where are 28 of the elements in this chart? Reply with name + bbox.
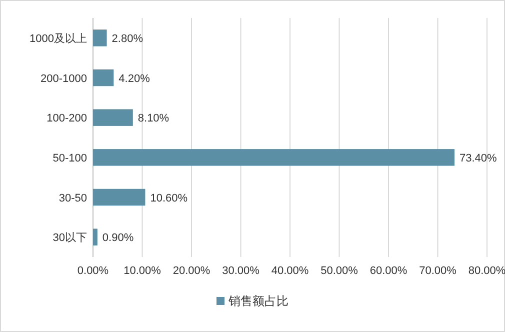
data-label: 0.90% — [102, 232, 134, 244]
x-tick-label: 60.00% — [370, 265, 408, 277]
x-tick-label: 10.00% — [124, 265, 162, 277]
x-tick-label: 40.00% — [271, 265, 309, 277]
data-label: 2.80% — [112, 32, 144, 45]
data-label: 10.60% — [150, 192, 188, 204]
bar — [93, 109, 133, 126]
data-label: 4.20% — [118, 72, 150, 85]
x-tick-label: 50.00% — [320, 265, 358, 277]
x-tick-label: 0.00% — [77, 265, 109, 277]
bar — [93, 188, 146, 206]
bar — [93, 149, 454, 166]
data-label: 73.40% — [459, 152, 498, 164]
y-tick-label: 50-100 — [52, 152, 87, 164]
y-tick-label: 200-1000 — [40, 72, 87, 85]
x-tick-label: 70.00% — [419, 265, 457, 277]
legend-label: 销售额占比 — [228, 294, 288, 308]
bar — [93, 30, 107, 46]
x-tick-label: 30.00% — [222, 265, 260, 277]
bar — [93, 228, 98, 246]
y-tick-label: 1000及以上 — [30, 32, 87, 45]
x-tick-label: 20.00% — [172, 265, 210, 277]
y-tick-label: 30-50 — [58, 192, 87, 204]
bar — [93, 69, 114, 86]
y-tick-label: 30以下 — [52, 231, 87, 244]
x-tick-label: 80.00% — [468, 265, 505, 277]
data-label: 8.10% — [138, 112, 170, 125]
y-tick-label: 100-200 — [46, 112, 87, 125]
